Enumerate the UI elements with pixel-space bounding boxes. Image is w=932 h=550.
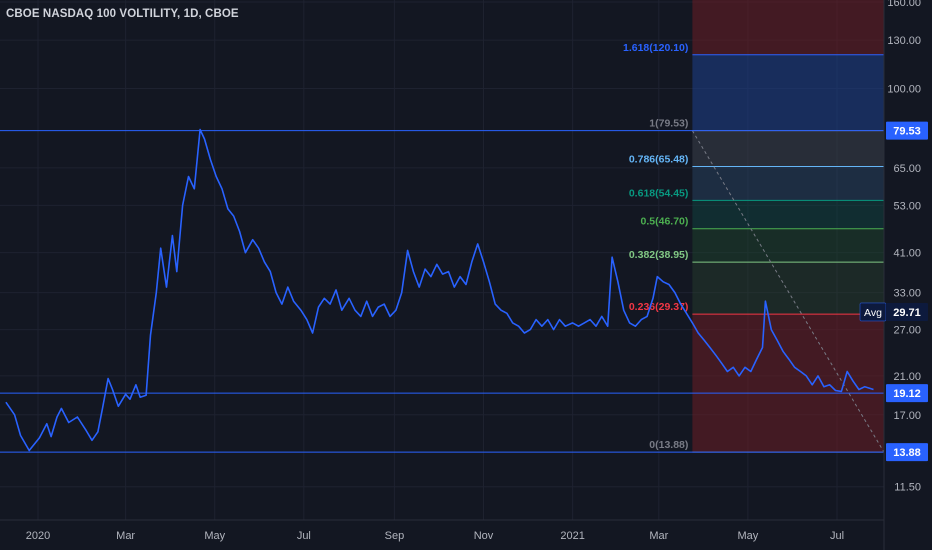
fib-trend-line [691,130,885,453]
y-tick-label: 21.00 [893,371,921,383]
price-tag-label: 79.53 [893,126,921,138]
fib-level-label: 0.236(29.37) [629,301,689,313]
price-tags: 79.53 19.12 13.88 Avg 29.71 [859,121,928,462]
fib-zone [692,0,884,55]
fib-zone [692,228,884,263]
fib-level-label: 0.5(46.70) [641,216,689,228]
price-tag [886,443,928,462]
chart-title: CBOE NASDAQ 100 VOLTILITY, 1D, CBOE [6,8,239,20]
fib-level-label: 0.618(54.45) [629,187,689,199]
x-tick-label: Jul [830,530,844,542]
fib-level-label: 0(13.88) [649,439,688,451]
fib-zone [692,54,884,131]
x-tick-label: May [204,530,225,542]
y-tick-label: 53.00 [893,200,921,212]
avg-tag-prefix: Avg [864,307,882,319]
y-tick-label: 33.00 [893,288,921,300]
y-tick-label: 17.00 [893,410,921,422]
x-tick-label: Nov [474,530,494,542]
y-tick-label: 65.00 [893,163,921,175]
x-tick-label: Mar [649,530,668,542]
fib-zone [692,130,884,167]
x-tick-label: Mar [116,530,135,542]
price-tag-label: 19.12 [893,388,921,400]
y-tick-label: 27.00 [893,325,921,337]
fib-zone [692,200,884,229]
price-series [5,128,874,452]
avg-tag [886,302,928,321]
y-tick-label: 11.50 [894,482,921,494]
x-axis[interactable]: 2020 Mar May Jul Sep Nov 2021 Mar May Jul [0,519,884,542]
y-tick-label: 130.00 [887,35,921,47]
avg-tag-label: 29.71 [893,307,921,319]
y-tick-label: 160.00 [887,0,921,9]
y-axis[interactable]: 160.00 130.00 100.00 79.53 65.00 53.00 41.00 33… [883,0,921,550]
y-tick-label: 41.00 [893,248,921,260]
fib-level-label: 0.382(38.95) [629,249,689,261]
fib-zone [692,262,884,315]
fib-level-label: 0.786(65.48) [629,153,689,165]
fib-zone [692,314,884,453]
x-tick-label: 2020 [26,530,50,542]
horizontal-lines[interactable] [0,130,884,453]
price-tag [886,384,928,403]
fib-level-label: 1.618(120.10) [623,42,688,54]
price-tag-label: 13.88 [893,447,921,459]
fib-zone [692,166,884,201]
x-tick-label: Jul [297,530,311,542]
x-tick-label: Sep [385,530,405,542]
x-tick-label: May [738,530,759,542]
price-tag [886,121,928,140]
fibonacci-retracement[interactable]: 1.618(120.10) 1(79.53) 0.786(65.48) 0.618(5… [623,0,885,460]
fib-level-label: 1(79.53) [649,118,688,130]
x-tick-label: 2021 [560,530,584,542]
price-line [5,128,874,452]
y-tick-label: 100.00 [887,83,921,95]
